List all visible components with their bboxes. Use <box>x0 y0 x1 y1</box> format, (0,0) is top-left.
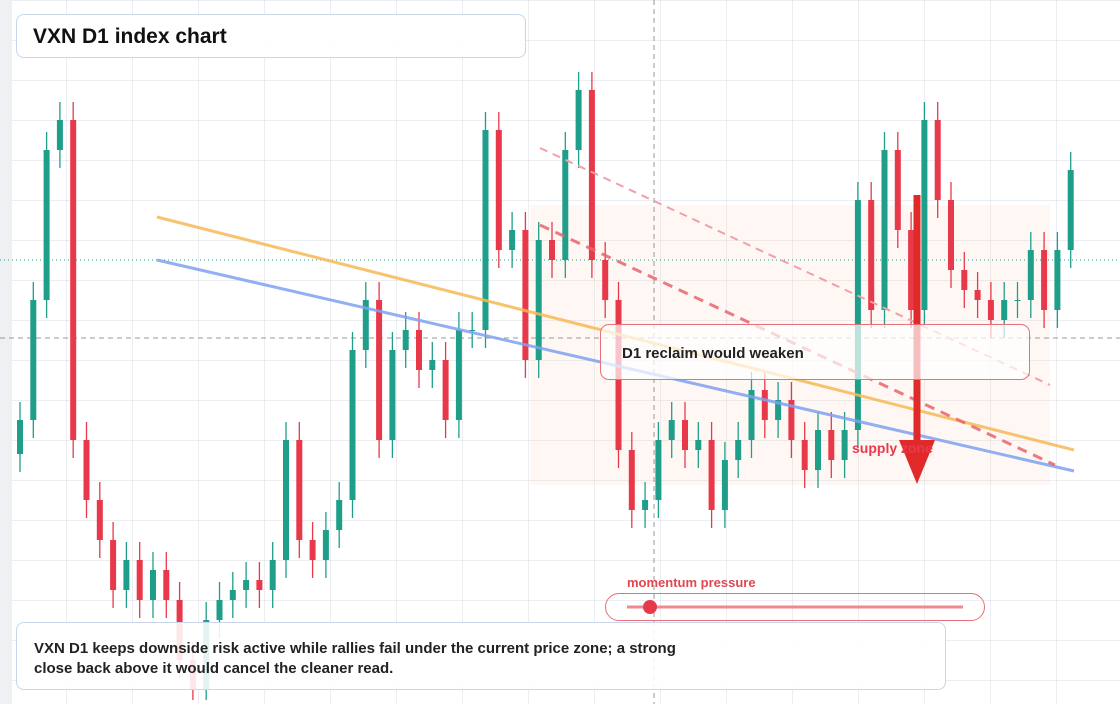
candle-body <box>562 150 569 260</box>
candle-body <box>708 440 715 510</box>
zone-label: supply zone <box>852 440 933 456</box>
candle-body <box>828 430 835 460</box>
candle-body <box>695 440 702 450</box>
candle-body <box>1027 250 1034 300</box>
candle-body <box>588 90 595 260</box>
candle-body <box>642 500 649 510</box>
candle-body <box>1041 250 1048 310</box>
candle-body <box>974 290 981 300</box>
candle-body <box>150 570 156 600</box>
candle-body <box>761 390 768 420</box>
candle-body <box>96 500 103 540</box>
candle-body <box>934 120 941 200</box>
candle-body <box>322 530 329 560</box>
candle-body <box>921 120 928 310</box>
dashed-line <box>539 223 1056 467</box>
candle-body <box>43 150 50 300</box>
candle-body <box>402 330 409 350</box>
candle-body <box>163 570 170 600</box>
candle-body <box>296 440 303 540</box>
candle-body <box>1067 170 1074 250</box>
candle-body <box>868 200 875 310</box>
candle-body <box>815 430 821 470</box>
side-strip <box>0 0 12 704</box>
candle-body <box>389 350 396 440</box>
candle-body <box>509 230 516 250</box>
candle-body <box>243 580 250 590</box>
candle-body <box>894 150 901 230</box>
candle-body <box>455 330 462 420</box>
candle-body <box>961 270 968 290</box>
candle-body <box>83 440 90 500</box>
candle-body <box>469 330 476 331</box>
candle-body <box>854 200 861 430</box>
candle-body <box>775 400 782 420</box>
candle-body <box>522 230 529 360</box>
candle-body <box>442 360 449 420</box>
candle-body <box>987 300 994 320</box>
note: VXN D1 keeps downside risk active while … <box>34 640 676 677</box>
candle-body <box>416 330 422 370</box>
knob[interactable] <box>643 600 657 614</box>
candle-body <box>110 540 117 590</box>
candle-body <box>735 440 742 460</box>
candle-body <box>1054 250 1061 310</box>
candle-body <box>668 420 675 440</box>
candle-body <box>256 580 263 590</box>
candle-body <box>788 400 795 440</box>
candle-body <box>362 300 369 350</box>
candle-body <box>1001 300 1008 320</box>
slider[interactable] <box>605 593 985 621</box>
candle-body <box>655 440 662 500</box>
candle-body <box>628 450 635 510</box>
note-box: VXN D1 keeps downside risk active while … <box>16 622 946 690</box>
candle-body <box>841 430 848 460</box>
candle-body <box>309 540 316 560</box>
candle-body <box>495 130 502 250</box>
callout-text: D1 reclaim would weaken <box>622 345 804 362</box>
candle-body <box>948 200 954 270</box>
callout: D1 reclaim would weaken <box>600 324 1030 380</box>
candle-body <box>70 120 77 440</box>
candle-body <box>908 230 915 310</box>
slider-label: momentum pressure <box>627 575 756 590</box>
candle-body <box>229 590 236 600</box>
candle-body <box>482 130 489 330</box>
candle-body <box>17 420 23 454</box>
candle-body <box>1014 300 1021 301</box>
candle-body <box>269 560 276 590</box>
candle-body <box>283 440 289 560</box>
title: VXN D1 index chart <box>33 25 227 48</box>
candle-body <box>336 500 343 530</box>
candle-body <box>748 390 755 440</box>
candle-body <box>575 90 582 150</box>
candle-body <box>216 600 223 620</box>
candle-body <box>602 260 609 300</box>
candle-body <box>56 120 63 150</box>
candle-body <box>123 560 130 590</box>
candle-body <box>535 240 542 360</box>
candle-body <box>801 440 808 470</box>
candle-body <box>136 560 143 600</box>
title-box: VXN D1 index chart <box>16 14 526 58</box>
candle-body <box>721 460 728 510</box>
candle-body <box>549 240 555 260</box>
candle-body <box>682 420 688 450</box>
arrow-head <box>899 440 935 484</box>
slider-track <box>627 600 963 614</box>
candle-body <box>349 350 356 500</box>
candle-body <box>376 300 383 440</box>
candle-body <box>30 300 37 420</box>
candle-body <box>429 360 436 370</box>
candle-body <box>881 150 888 310</box>
